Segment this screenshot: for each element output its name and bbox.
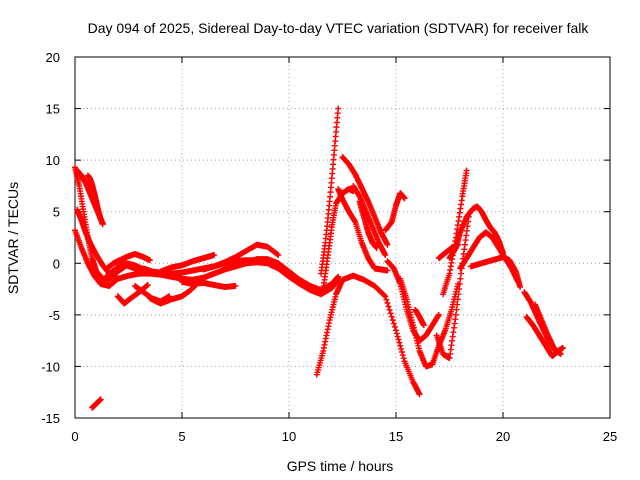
series-track-17 (318, 105, 342, 277)
axes (74, 56, 611, 419)
point-markers (523, 313, 562, 360)
y-tick-label: 20 (46, 50, 60, 65)
series-track-16 (313, 272, 423, 398)
y-tick-label: 0 (53, 256, 60, 271)
point-markers (433, 213, 472, 362)
point-markers (84, 172, 106, 228)
y-tick-label: 10 (46, 153, 60, 168)
series-track-12 (157, 252, 218, 275)
x-tick-label: 25 (603, 429, 617, 444)
point-markers (104, 251, 153, 272)
point-markers (440, 167, 470, 298)
point-markers (435, 241, 462, 262)
x-axis-label: GPS time / hours (287, 458, 394, 474)
series-track-04 (84, 172, 106, 228)
series-track-15 (221, 256, 342, 294)
series-track-32 (467, 254, 524, 291)
point-markers (318, 105, 342, 277)
y-tick-label: 15 (46, 102, 60, 117)
series-track-06 (89, 396, 104, 411)
series-track-23 (382, 190, 408, 234)
series-track-35 (532, 301, 564, 358)
series-track-25 (397, 275, 462, 370)
data-points (72, 105, 566, 411)
chart-title: Day 094 of 2025, Sidereal Day-to-day VTE… (88, 20, 590, 36)
point-markers (99, 260, 147, 285)
point-markers (157, 252, 218, 275)
series-track-27 (433, 213, 472, 362)
series-track-26 (412, 306, 427, 329)
grid-lines (75, 57, 610, 418)
point-markers (89, 396, 104, 411)
series-track-07 (99, 260, 147, 285)
y-tick-label: 5 (53, 205, 60, 220)
point-markers (335, 186, 391, 274)
y-tick-label: -5 (48, 308, 60, 323)
x-tick-label: 20 (496, 429, 510, 444)
series-track-08 (104, 251, 153, 272)
x-tick-label: 0 (71, 429, 78, 444)
series-track-34 (523, 313, 562, 360)
series-track-20 (339, 154, 391, 248)
axis-ticks: 0 5 10 15 20 25 -15 -10 -5 0 5 10 15 20 (41, 50, 617, 444)
y-tick-label: -15 (41, 411, 60, 426)
x-tick-label: 5 (178, 429, 185, 444)
point-markers (339, 154, 391, 248)
point-markers (532, 301, 564, 358)
series-track-19 (335, 186, 391, 274)
point-markers (467, 254, 524, 291)
x-tick-label: 15 (389, 429, 403, 444)
series-track-28 (440, 167, 470, 298)
plot-frame (74, 56, 611, 419)
point-markers (382, 190, 408, 234)
point-markers (356, 198, 380, 251)
y-axis-label: SDTVAR / TECUs (5, 182, 21, 294)
x-tick-label: 10 (282, 429, 296, 444)
series-track-22 (356, 198, 380, 251)
series-track-05 (74, 206, 121, 282)
y-tick-label: -10 (41, 359, 60, 374)
point-markers (412, 306, 427, 329)
point-markers (200, 241, 282, 273)
series-track-13 (179, 278, 239, 291)
point-markers (221, 256, 342, 294)
series-track-31 (435, 241, 462, 262)
point-markers (397, 275, 462, 370)
series-track-14 (200, 241, 282, 273)
point-markers (179, 278, 239, 291)
point-markers (74, 206, 121, 282)
point-markers (313, 272, 423, 398)
